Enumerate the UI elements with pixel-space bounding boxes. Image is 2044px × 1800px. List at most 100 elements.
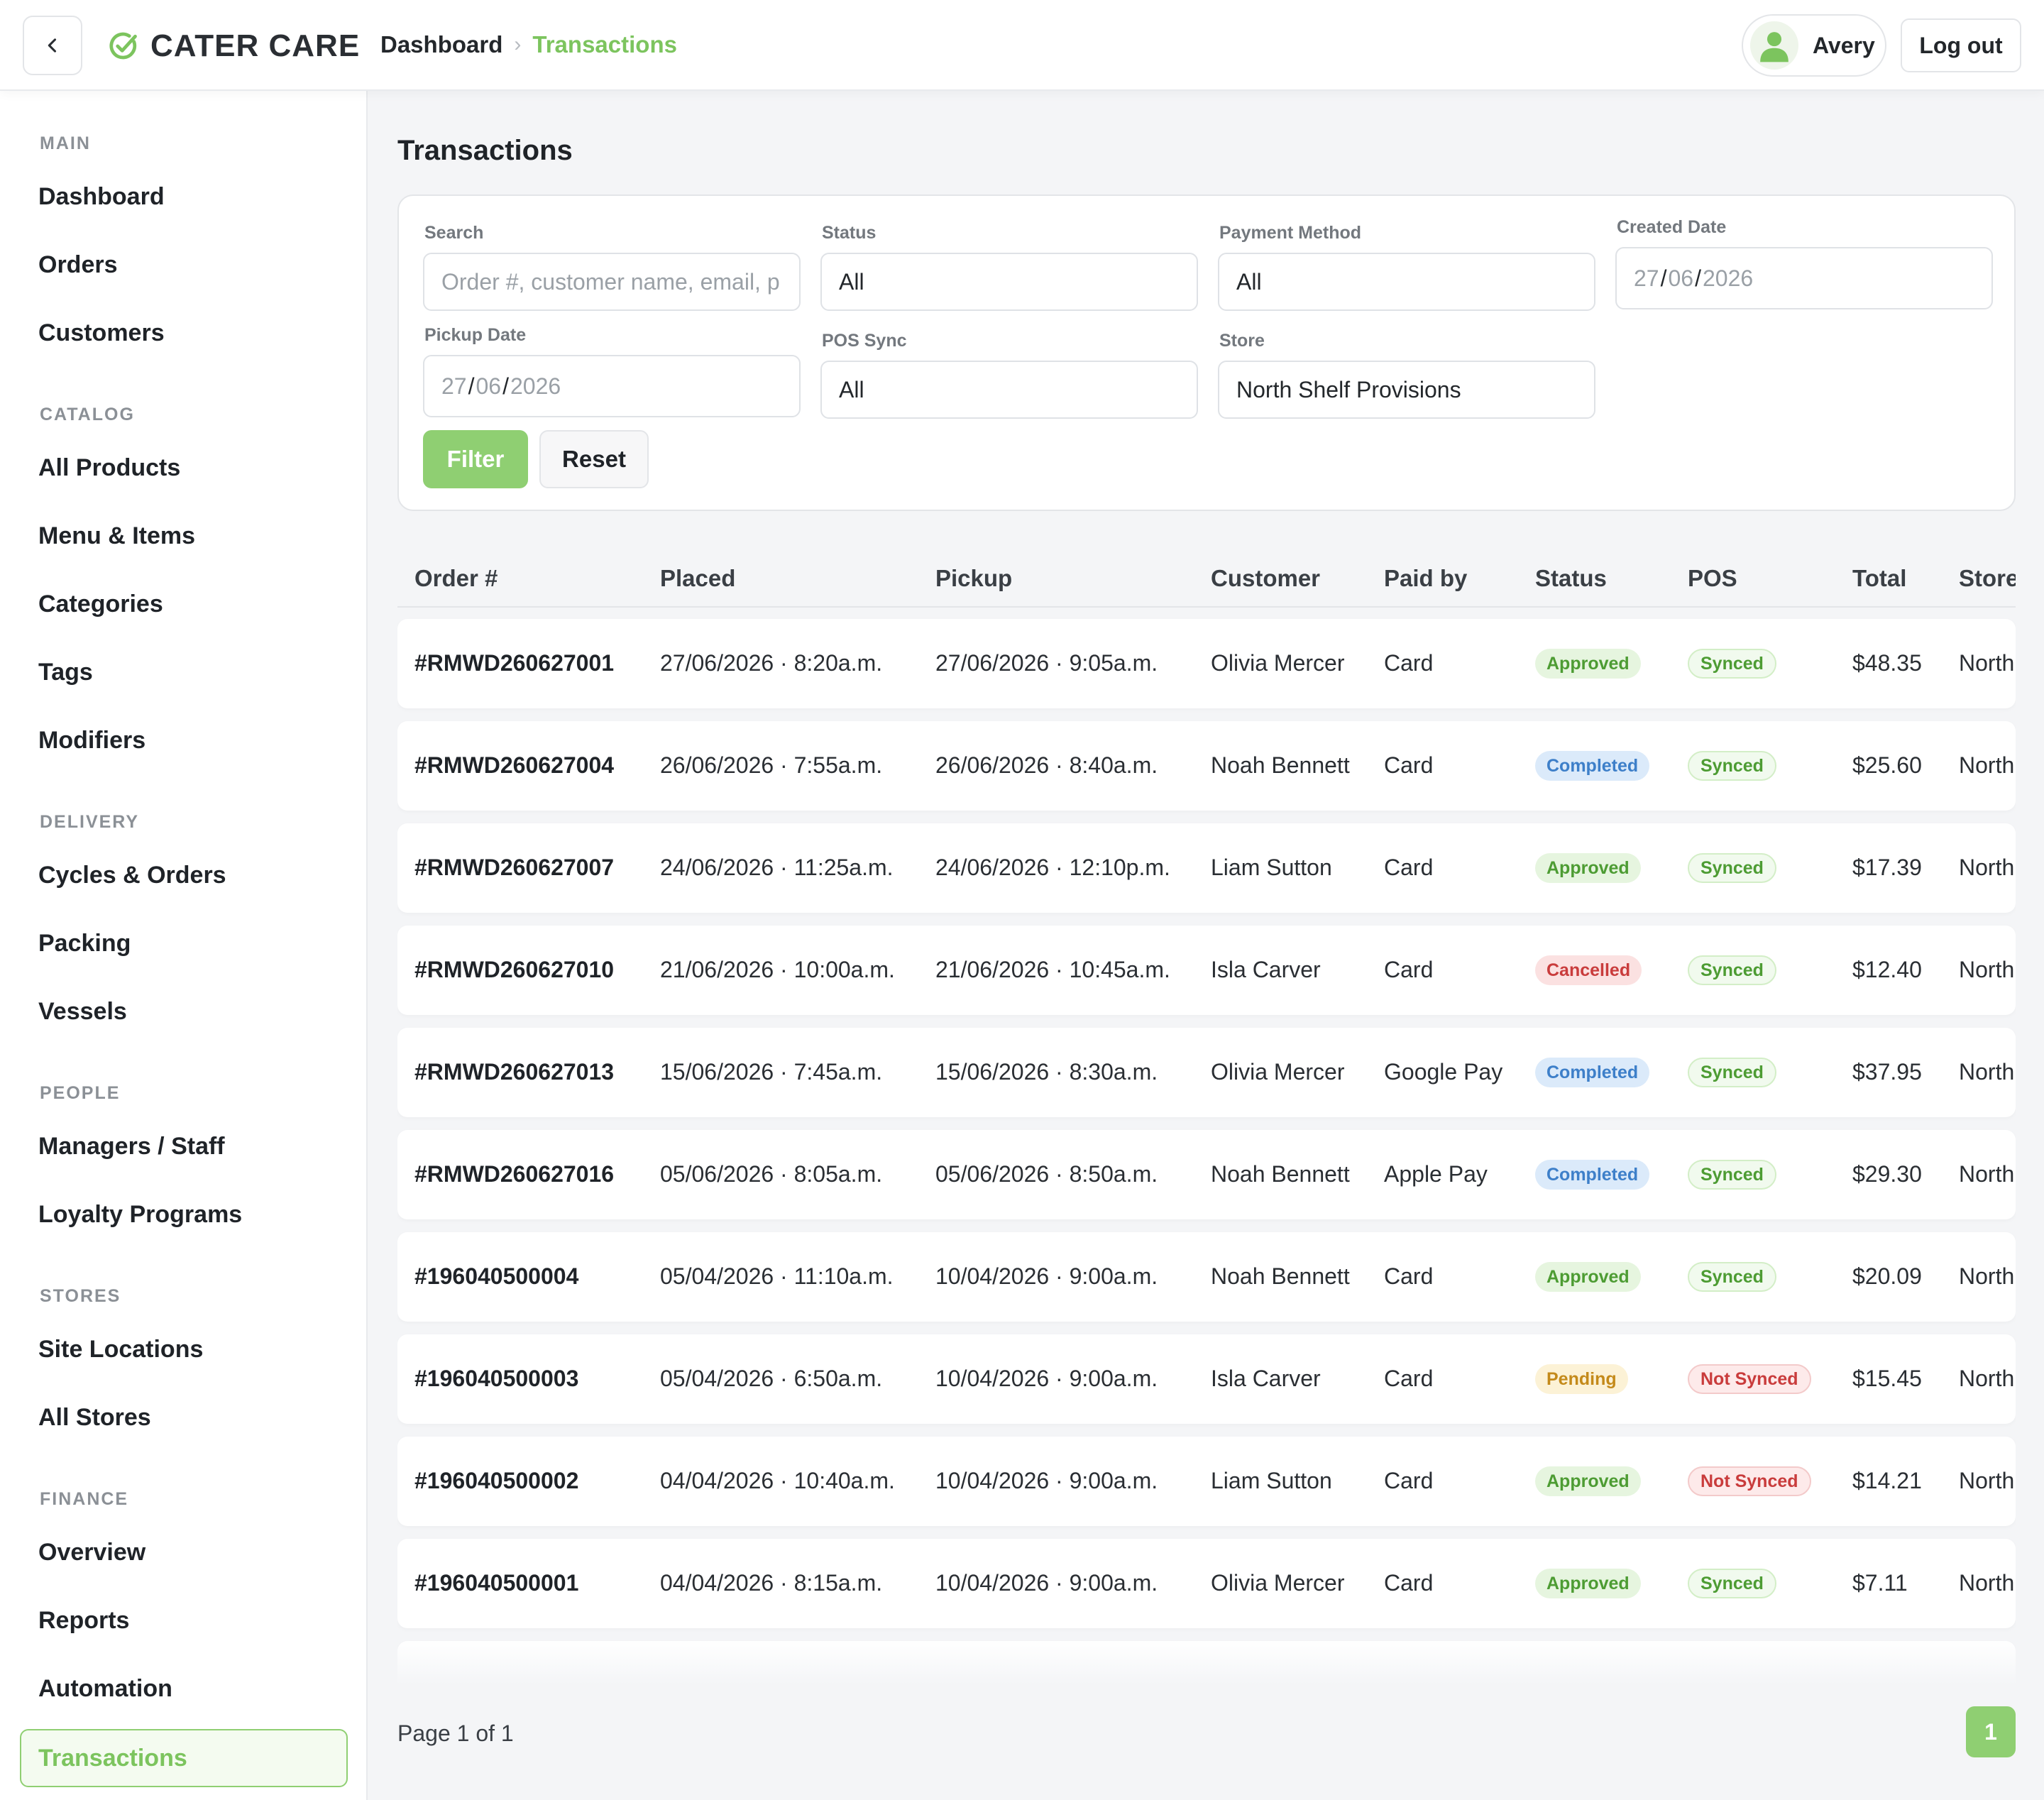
payment-method-select[interactable]: All [1218,253,1595,311]
pos-sync-select[interactable]: All [820,361,1198,419]
sidebar-item-all-products[interactable]: All Products [38,454,181,481]
paid-by-cell: Card [1384,957,1434,982]
order-number-link[interactable]: #RMWD260627013 [414,1059,615,1085]
sidebar-item-categories[interactable]: Categories [38,591,163,618]
placed-cell: 05/06/2026 · 8:05a.m. [660,1161,883,1187]
order-number-link[interactable]: #196040500003 [414,1366,579,1391]
order-number-link[interactable]: #RMWD260627016 [414,1161,615,1187]
sidebar-item-all-stores[interactable]: All Stores [38,1404,151,1431]
sidebar-item-automation[interactable]: Automation [38,1675,172,1702]
placed-cell: 05/04/2026 · 6:50a.m. [660,1366,883,1391]
table-row[interactable]: #196040500001 04/04/2026 · 8:15a.m. 10/04/… [397,1539,2016,1628]
sidebar-item-tags[interactable]: Tags [38,659,93,686]
logout-button[interactable]: Log out [1901,18,2021,72]
back-button[interactable] [23,16,82,75]
table-row[interactable]: #196040500003 05/04/2026 · 6:50a.m. 10/04/… [397,1334,2016,1424]
status-badge: Pending [1535,1364,1628,1394]
column-header-paid-by[interactable]: Paid by [1384,565,1468,591]
table-row[interactable]: #RMWD260627016 05/06/2026 · 8:05a.m. 05/06… [397,1130,2016,1219]
column-header-placed[interactable]: Placed [660,565,736,591]
table-row[interactable]: #RMWD260627004 26/06/2026 · 7:55a.m. 26/06… [397,721,2016,811]
column-header-store[interactable]: Store [1959,565,2016,591]
pagination-label: Page 1 of 1 [397,1721,514,1746]
sidebar-section-main: MAIN [40,133,91,153]
created-date-input[interactable]: 27/06/2026 [1615,247,1993,309]
column-header-customer[interactable]: Customer [1211,565,1321,591]
check-circle-logo-icon [109,32,137,60]
paid-by-cell: Card [1384,1366,1434,1391]
order-number-link[interactable]: #196040500001 [414,1570,579,1596]
breadcrumb-dashboard-link[interactable]: Dashboard [380,31,503,57]
pickup-date-month: 06 [476,373,502,399]
table-row[interactable]: #RMWD260627001 27/06/2026 · 8:20a.m. 27/06… [397,619,2016,708]
search-input[interactable]: Order #, customer name, email, p [423,253,801,311]
status-badge: Approved [1535,649,1641,679]
sidebar-item-managers-staff[interactable]: Managers / Staff [38,1133,225,1160]
user-menu-button[interactable]: Avery [1742,14,1886,77]
column-header-order[interactable]: Order # [414,565,498,591]
sidebar-item-orders[interactable]: Orders [38,251,118,278]
column-header-total[interactable]: Total [1852,565,1907,591]
table-row[interactable]: #RMWD260627013 15/06/2026 · 7:45a.m. 15/06… [397,1028,2016,1117]
column-header-pickup[interactable]: Pickup [935,565,1013,591]
page-1-button[interactable]: 1 [1966,1706,2016,1757]
total-cell: $14.21 [1852,1468,1922,1493]
sidebar-item-overview[interactable]: Overview [38,1539,146,1566]
pickup-cell: 26/06/2026 · 8:40a.m. [935,752,1158,778]
table-body: #RMWD260627001 27/06/2026 · 8:20a.m. 27/06… [397,619,2016,1685]
pickup-date-input[interactable]: 27/06/2026 [423,355,801,417]
table-row[interactable]: #RMWD260627010 21/06/2026 · 10:00a.m. 21/0… [397,926,2016,1015]
order-number-link[interactable]: #RMWD260627004 [414,752,615,778]
sidebar-item-vessels[interactable]: Vessels [38,998,127,1025]
sidebar-item-menu-items[interactable]: Menu & Items [38,522,196,549]
payment-method-label: Payment Method [1219,223,1362,243]
pickup-cell: 10/04/2026 · 9:00a.m. [935,1263,1158,1289]
sidebar-item-cycles-orders[interactable]: Cycles & Orders [38,862,226,889]
sidebar-item-modifiers[interactable]: Modifiers [38,727,146,754]
sidebar-item-site-locations[interactable]: Site Locations [38,1336,204,1363]
paid-by-cell: Card [1384,1570,1434,1596]
store-cell: North [1959,1366,2015,1391]
total-cell: $29.30 [1852,1161,1922,1187]
sidebar-item-packing[interactable]: Packing [38,930,131,957]
store-cell: North [1959,1468,2015,1493]
table-row[interactable]: #196040500002 04/04/2026 · 10:40a.m. 10/04… [397,1437,2016,1526]
sidebar-item-loyalty-programs[interactable]: Loyalty Programs [38,1201,243,1228]
sidebar-item-dashboard[interactable]: Dashboard [38,183,165,210]
order-number-link[interactable]: #RMWD260627001 [414,650,615,676]
filter-button[interactable]: Filter [423,430,528,488]
date-separator: / [468,373,475,399]
created-date-label: Created Date [1617,217,1727,237]
pickup-cell: 10/04/2026 · 9:00a.m. [935,1366,1158,1391]
pos-sync-label: POS Sync [822,331,907,351]
order-number-link[interactable]: #196040500004 [414,1263,579,1289]
order-number-link[interactable]: #RMWD260627007 [414,855,615,880]
paid-by-cell: Card [1384,1263,1434,1289]
sidebar-section-stores: STORES [40,1286,121,1306]
table-header: Order # Placed Pickup Customer Paid by S… [397,547,2016,608]
order-number-link[interactable]: #RMWD260627010 [414,957,615,982]
sidebar-item-customers[interactable]: Customers [38,319,165,346]
pos-sync-badge: Synced [1688,1569,1776,1598]
scroll-fade [397,1640,2016,1685]
placed-cell: 21/06/2026 · 10:00a.m. [660,957,895,982]
sidebar-item-reports[interactable]: Reports [38,1607,130,1634]
pickup-cell: 24/06/2026 · 12:10p.m. [935,855,1170,880]
column-header-status[interactable]: Status [1535,565,1607,591]
table-row[interactable]: #196040500004 05/04/2026 · 11:10a.m. 10/04… [397,1232,2016,1322]
created-date-month: 06 [1668,265,1694,291]
sidebar-item-transactions[interactable]: Transactions [20,1729,348,1787]
table-row[interactable]: #RMWD260627007 24/06/2026 · 11:25a.m. 24/0… [397,823,2016,913]
placed-cell: 15/06/2026 · 7:45a.m. [660,1059,883,1085]
column-header-pos[interactable]: POS [1688,565,1737,591]
reset-button[interactable]: Reset [539,430,649,488]
avatar [1750,21,1798,70]
pos-sync-badge: Synced [1688,853,1776,883]
store-select[interactable]: North Shelf Provisions [1218,361,1595,419]
brand[interactable]: CATER CARE [108,28,360,64]
order-number-link[interactable]: #196040500002 [414,1468,579,1493]
store-cell: North [1959,1059,2015,1085]
customer-cell: Olivia Mercer [1211,1570,1345,1596]
status-label: Status [822,223,877,243]
status-select[interactable]: All [820,253,1198,311]
